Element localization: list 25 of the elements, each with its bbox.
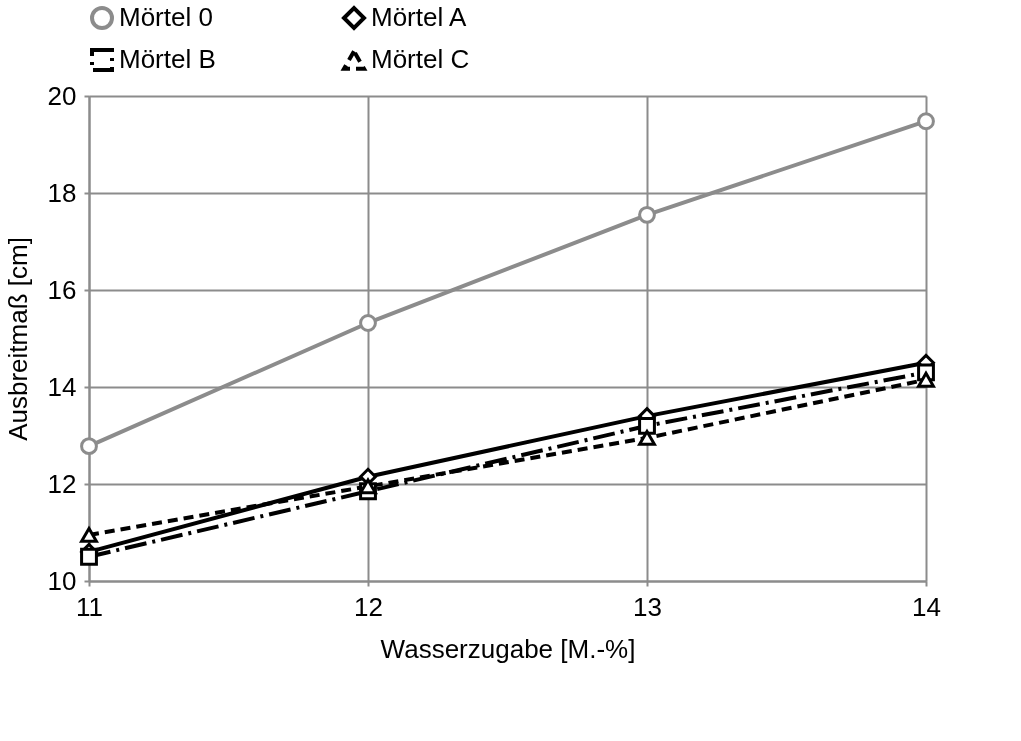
legend-label: Mörtel B [119,44,216,74]
y-tick-label: 10 [47,565,77,596]
point [359,314,377,332]
point [80,527,98,543]
y-tick-label: 18 [47,177,77,208]
point [80,547,98,566]
point [638,205,656,224]
x-tick-label: 13 [633,591,662,622]
point [80,437,98,456]
x-tick-label: 14 [912,591,941,622]
x-tick-label: 11 [76,591,103,622]
x-tick-label: 12 [354,591,383,622]
y-tick-label: 16 [47,274,77,305]
y-tick-label: 14 [47,371,77,402]
y-axis-title: Ausbreitmaß [cm] [2,237,33,441]
point [917,112,935,131]
point [638,416,656,435]
legend-label: Mörtel 0 [119,2,213,32]
legend-label: Mörtel A [371,2,468,32]
legend-label: Mörtel C [371,44,470,74]
x-axis-title: Wasserzugabe [M.-%] [380,633,636,664]
point [638,430,656,446]
point [917,371,935,388]
y-tick-label: 12 [47,468,77,499]
y-tick-label: 20 [47,80,77,111]
